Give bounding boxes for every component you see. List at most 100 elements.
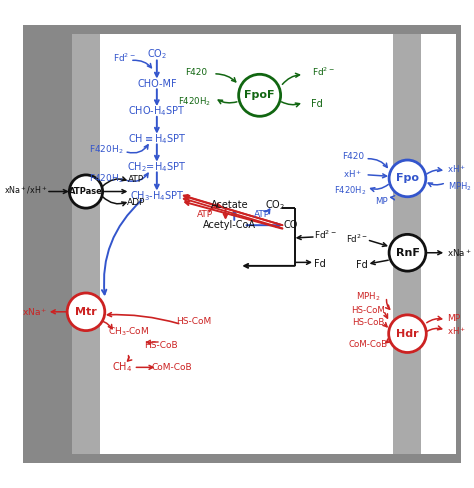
Text: CH$_4$: CH$_4$ [112, 361, 132, 374]
Text: ATPase: ATPase [69, 187, 103, 196]
FancyArrowPatch shape [127, 173, 148, 182]
Text: FpoF: FpoF [245, 90, 275, 101]
Text: F420H$_2$: F420H$_2$ [335, 184, 367, 197]
Text: MPH$_2$: MPH$_2$ [356, 290, 380, 303]
Text: F420: F420 [185, 68, 207, 77]
FancyArrowPatch shape [137, 366, 153, 369]
FancyArrowPatch shape [93, 319, 112, 329]
FancyArrowPatch shape [218, 100, 237, 103]
FancyArrowPatch shape [146, 340, 158, 344]
FancyArrowPatch shape [127, 145, 148, 153]
Circle shape [238, 74, 281, 116]
Text: Fd: Fd [314, 259, 326, 269]
Text: CH$\equiv$H$_4$SPT: CH$\equiv$H$_4$SPT [128, 132, 186, 146]
FancyArrowPatch shape [108, 313, 179, 324]
FancyArrowPatch shape [102, 200, 142, 294]
Bar [72, 34, 100, 454]
FancyArrowPatch shape [427, 168, 442, 174]
FancyArrowPatch shape [232, 211, 236, 220]
Circle shape [389, 234, 426, 271]
Text: F420: F420 [342, 152, 364, 161]
FancyArrowPatch shape [244, 264, 295, 268]
FancyArrowPatch shape [185, 201, 283, 229]
Text: Fd: Fd [310, 99, 322, 109]
Text: Fd$^{2-}$: Fd$^{2-}$ [346, 232, 368, 244]
Text: CoM-CoB: CoM-CoB [152, 363, 192, 372]
Bar [72, 34, 456, 454]
Text: CH$_3$-H$_4$SPT: CH$_3$-H$_4$SPT [129, 189, 184, 203]
Text: ADP: ADP [127, 199, 146, 207]
Text: xH$^+$: xH$^+$ [447, 163, 466, 175]
FancyArrowPatch shape [391, 196, 395, 200]
Text: CoM-CoB: CoM-CoB [348, 340, 388, 349]
Text: CH$_2$=H$_4$SPT: CH$_2$=H$_4$SPT [127, 160, 186, 174]
FancyArrowPatch shape [283, 73, 300, 84]
Text: Mtr: Mtr [75, 307, 97, 317]
FancyArrowPatch shape [216, 74, 236, 82]
FancyArrowPatch shape [369, 241, 387, 246]
Text: F420H$_2$: F420H$_2$ [89, 143, 124, 156]
Text: MP: MP [375, 197, 388, 206]
Circle shape [67, 293, 105, 330]
FancyArrowPatch shape [128, 356, 132, 361]
FancyArrowPatch shape [224, 209, 228, 218]
FancyArrowPatch shape [371, 184, 388, 191]
Text: MPH$_2$: MPH$_2$ [448, 180, 472, 192]
Text: xH$^+$: xH$^+$ [447, 325, 466, 337]
FancyArrowPatch shape [51, 310, 67, 314]
Text: F420H$_2$: F420H$_2$ [89, 172, 124, 184]
FancyArrowPatch shape [102, 189, 126, 193]
Text: Acetyl-CoA: Acetyl-CoA [203, 220, 256, 230]
FancyArrowPatch shape [155, 89, 159, 104]
FancyArrowPatch shape [297, 236, 313, 240]
Text: Fpo: Fpo [396, 173, 419, 183]
Text: xNa$^+$: xNa$^+$ [447, 247, 472, 259]
FancyArrowPatch shape [49, 189, 67, 193]
Text: Fd: Fd [356, 260, 368, 270]
Text: CO: CO [283, 220, 298, 230]
FancyArrowPatch shape [371, 260, 388, 264]
FancyArrowPatch shape [155, 172, 159, 188]
FancyArrowPatch shape [385, 300, 390, 309]
FancyArrowPatch shape [295, 261, 310, 264]
Text: Hdr: Hdr [396, 328, 419, 339]
Text: Fd$^{2-}$: Fd$^{2-}$ [314, 229, 337, 242]
FancyArrowPatch shape [102, 177, 126, 186]
FancyArrowPatch shape [155, 117, 159, 132]
FancyArrowPatch shape [184, 198, 283, 228]
Text: Acetate: Acetate [211, 200, 249, 210]
Text: HS-CoB: HS-CoB [145, 341, 178, 350]
FancyArrowPatch shape [155, 144, 159, 160]
Bar [393, 34, 421, 454]
Text: CO$_2$: CO$_2$ [265, 198, 285, 211]
FancyArrowPatch shape [184, 195, 283, 225]
FancyArrowPatch shape [155, 61, 159, 77]
FancyArrowPatch shape [427, 326, 442, 331]
Text: ATP: ATP [197, 210, 213, 219]
Text: xH$^+$: xH$^+$ [343, 168, 363, 180]
Circle shape [69, 175, 102, 208]
Circle shape [389, 315, 426, 352]
FancyArrowPatch shape [427, 316, 442, 323]
FancyArrowPatch shape [246, 223, 280, 227]
Text: CO$_2$: CO$_2$ [147, 47, 167, 61]
FancyArrowPatch shape [210, 203, 221, 212]
FancyArrowPatch shape [383, 323, 387, 327]
Text: Fd$^{2-}$: Fd$^{2-}$ [311, 66, 335, 78]
Text: ATP: ATP [254, 210, 270, 219]
Text: xNa$^+$: xNa$^+$ [22, 306, 47, 318]
FancyArrowPatch shape [368, 159, 387, 167]
FancyArrowPatch shape [282, 102, 300, 107]
Text: RnF: RnF [395, 248, 419, 258]
FancyArrowPatch shape [133, 60, 151, 68]
FancyArrowPatch shape [102, 197, 126, 205]
FancyArrowPatch shape [428, 183, 443, 186]
Text: Fd$^{2-}$: Fd$^{2-}$ [113, 52, 136, 64]
FancyArrowPatch shape [427, 251, 442, 255]
Text: CHO-MF: CHO-MF [137, 79, 177, 89]
Text: HS-CoM: HS-CoM [176, 317, 212, 326]
FancyArrowPatch shape [264, 209, 270, 214]
Text: MP: MP [447, 314, 460, 323]
Text: CH$_3$-CoM: CH$_3$-CoM [108, 325, 149, 338]
Text: CHO-H$_4$SPT: CHO-H$_4$SPT [128, 104, 185, 119]
